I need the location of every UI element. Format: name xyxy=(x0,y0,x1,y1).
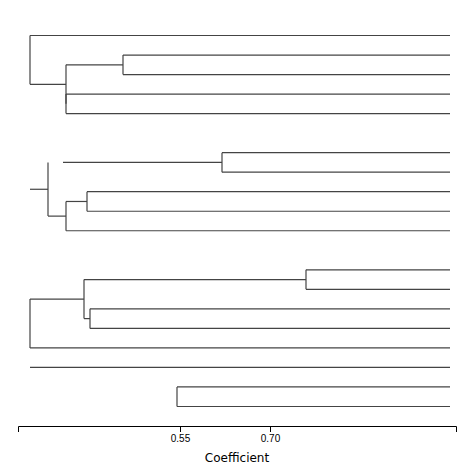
leaf-line xyxy=(306,289,450,290)
leaf-line xyxy=(66,113,450,114)
leaf-line xyxy=(222,152,450,153)
leaf-line xyxy=(90,308,450,309)
x-tick-mark xyxy=(270,426,271,432)
leaf-line xyxy=(123,74,450,75)
chart: 0.55 0.70 Coefficient xyxy=(0,0,474,474)
cluster xyxy=(30,270,450,348)
join-horizontal xyxy=(48,216,66,217)
leaf-line xyxy=(66,93,450,94)
join-horizontal xyxy=(66,64,123,65)
leaf-line xyxy=(87,191,450,192)
join-horizontal xyxy=(63,162,222,163)
leaf-line xyxy=(306,269,450,270)
join-horizontal xyxy=(84,318,90,319)
leaf-line xyxy=(177,406,450,407)
leaf-line xyxy=(30,35,450,36)
join-horizontal xyxy=(30,84,66,85)
x-axis-title: Coefficient xyxy=(205,451,270,465)
leaf-line xyxy=(30,367,450,368)
join-horizontal xyxy=(30,298,84,299)
leaf-line xyxy=(222,172,450,173)
join-vertical xyxy=(29,299,30,348)
join-horizontal xyxy=(66,201,87,202)
join-horizontal xyxy=(30,189,48,190)
x-tick-label: 0.55 xyxy=(171,433,191,444)
x-tick-mark xyxy=(180,426,181,432)
x-tick: 0.55 xyxy=(171,426,191,444)
x-tick: 0.70 xyxy=(261,426,281,444)
join-vertical xyxy=(29,36,30,85)
cluster xyxy=(30,36,450,114)
leaf-line xyxy=(123,54,450,55)
leaf-line xyxy=(66,230,450,231)
cluster xyxy=(30,153,450,231)
cluster xyxy=(30,367,450,406)
x-axis: 0.55 0.70 xyxy=(19,426,457,444)
leaf-line xyxy=(87,211,450,212)
join-vertical xyxy=(176,387,177,407)
x-axis-line xyxy=(19,427,457,433)
x-tick-label: 0.70 xyxy=(261,433,281,444)
leaf-line xyxy=(177,386,450,387)
leaf-line xyxy=(90,328,450,329)
plot-area xyxy=(30,36,450,407)
leaf-line xyxy=(30,347,450,348)
join-horizontal xyxy=(84,279,306,280)
